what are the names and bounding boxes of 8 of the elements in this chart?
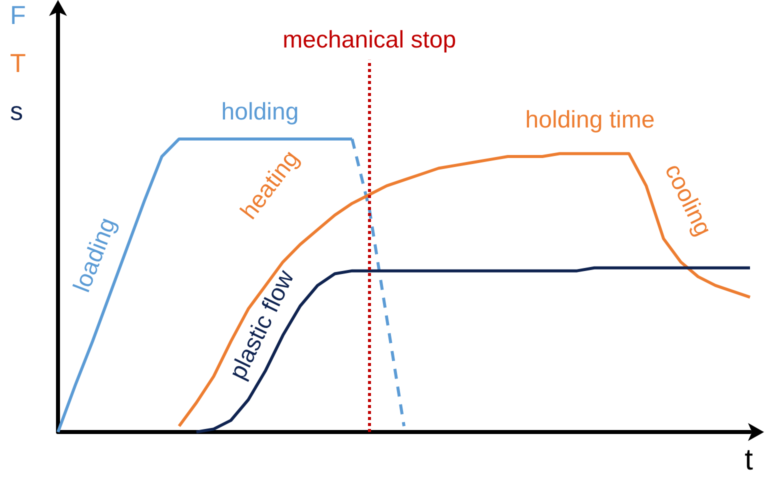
annotation: plastic flow [224, 266, 300, 384]
text: mechanical stop [282, 26, 456, 54]
text: holding time [525, 106, 655, 134]
text: s [10, 96, 23, 126]
text: F [10, 0, 26, 30]
text: T [10, 48, 26, 78]
text: holding [221, 98, 299, 126]
x-axis-title: t [744, 444, 754, 476]
